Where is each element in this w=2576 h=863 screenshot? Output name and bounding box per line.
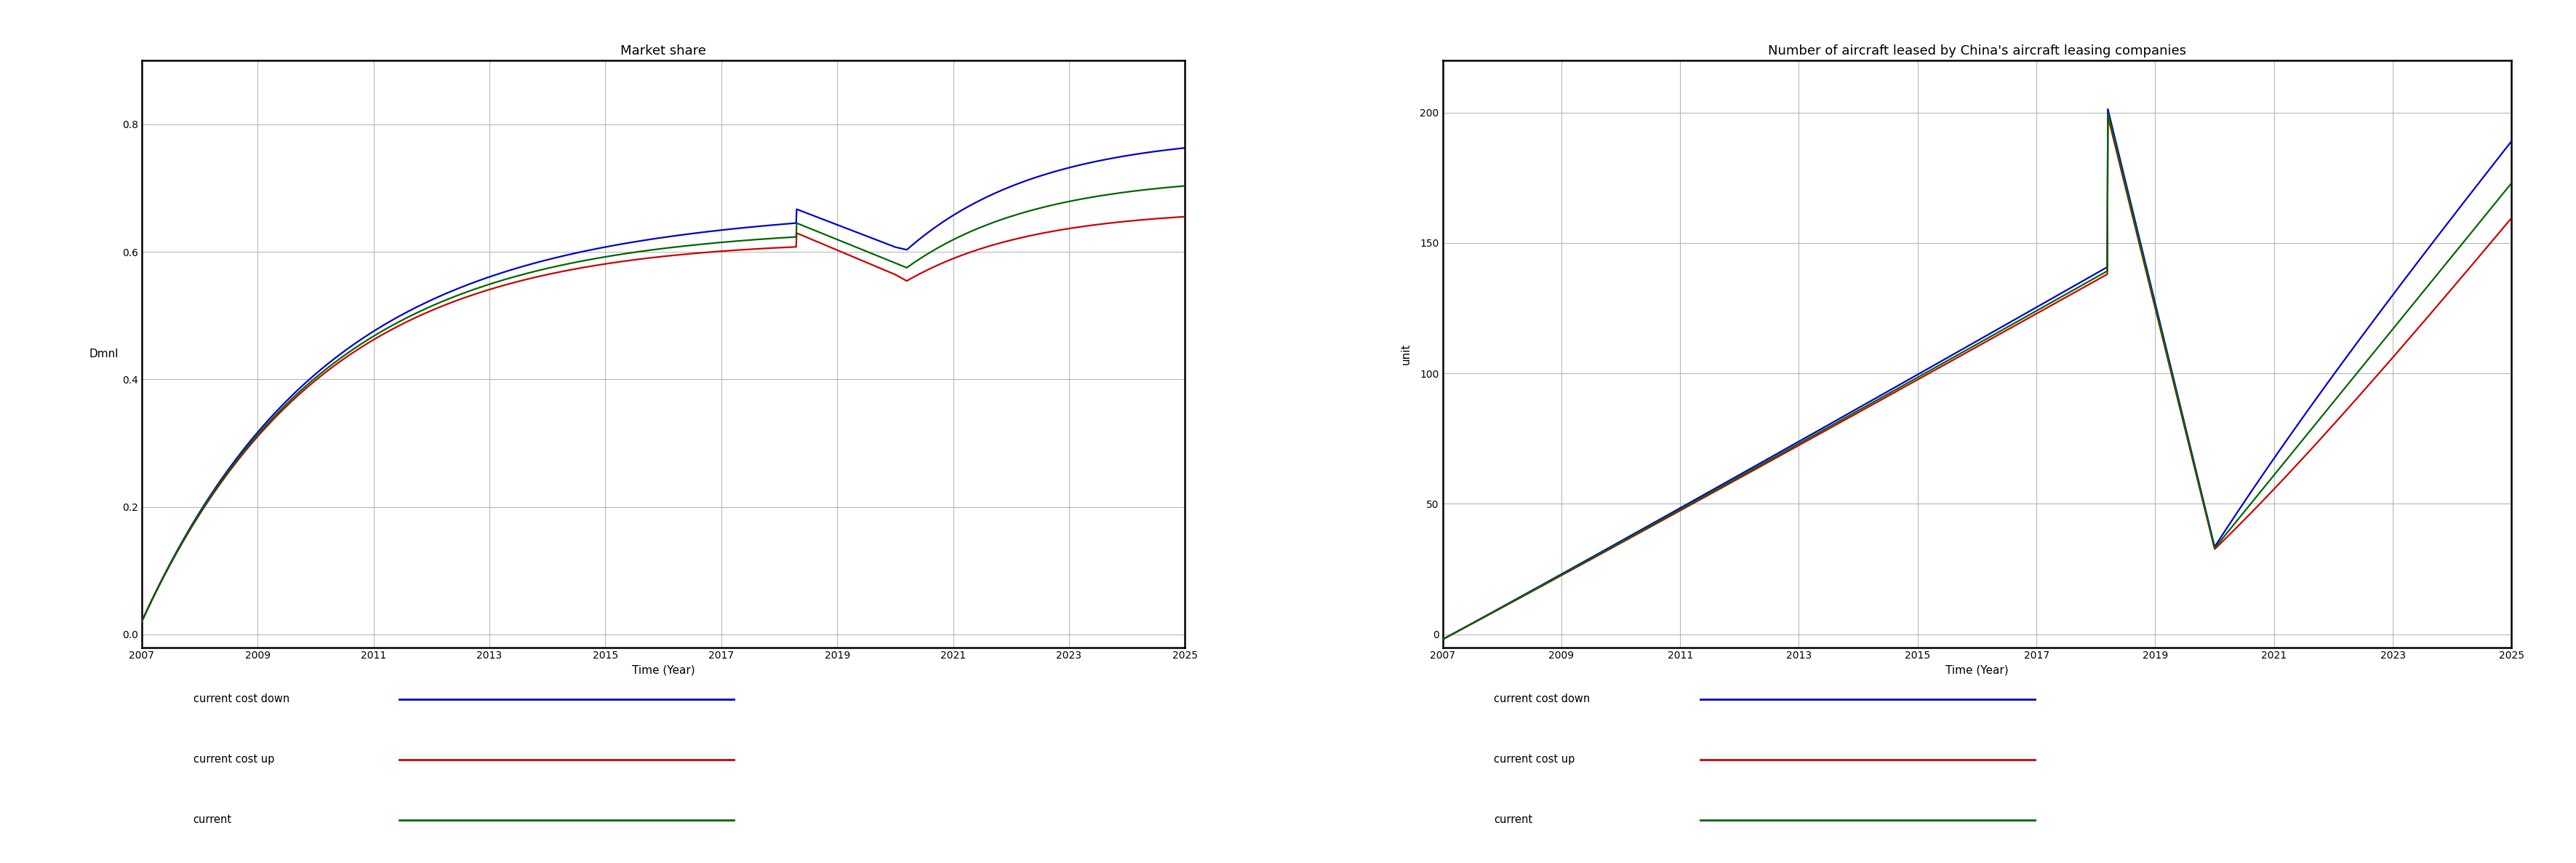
Text: current cost down: current cost down <box>193 694 289 704</box>
Y-axis label: unit: unit <box>1401 343 1412 364</box>
Text: current cost down: current cost down <box>1494 694 1589 704</box>
Title: Market share: Market share <box>621 44 706 57</box>
Text: current cost up: current cost up <box>1494 754 1574 765</box>
X-axis label: Time (Year): Time (Year) <box>1945 665 2009 676</box>
Y-axis label: Dmnl: Dmnl <box>90 349 118 359</box>
Text: current: current <box>193 815 232 825</box>
Title: Number of aircraft leased by China's aircraft leasing companies: Number of aircraft leased by China's air… <box>1767 44 2187 57</box>
Text: current cost up: current cost up <box>193 754 273 765</box>
Text: current: current <box>1494 815 1533 825</box>
X-axis label: Time (Year): Time (Year) <box>631 665 696 676</box>
